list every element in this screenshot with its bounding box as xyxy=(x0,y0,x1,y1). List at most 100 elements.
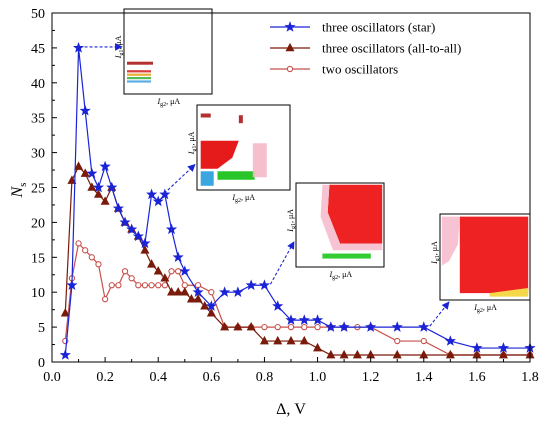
star-marker xyxy=(285,314,297,325)
inset-y-label-main: I xyxy=(286,229,295,233)
star-marker xyxy=(391,321,403,332)
y-tick-label: 10 xyxy=(31,286,45,301)
circle-marker xyxy=(108,282,115,289)
inset-x-label-sub: g2 xyxy=(332,275,338,281)
triangle-marker xyxy=(147,259,157,268)
legend-item: two oscillators xyxy=(270,62,398,77)
triangle-marker xyxy=(286,335,296,345)
triangle-marker xyxy=(100,196,110,205)
star-marker xyxy=(92,181,105,193)
inset-x-label-unit: , μA xyxy=(483,303,497,312)
star-marker xyxy=(99,160,111,172)
star-marker xyxy=(205,300,217,311)
circle-marker xyxy=(95,261,102,268)
circle-marker xyxy=(88,254,95,261)
inset-x-label: Ig2, μA xyxy=(156,97,180,108)
star-marker xyxy=(497,342,510,353)
triangle-marker xyxy=(173,287,183,296)
star-marker xyxy=(126,223,138,235)
inset-y-label-unit: , μA xyxy=(114,35,123,49)
inset-x-label-sub: g2 xyxy=(477,308,483,314)
triangle-marker xyxy=(180,287,190,296)
circle-marker xyxy=(135,282,142,289)
inset-y-label-unit: , μA xyxy=(430,241,439,255)
inset-y-label-main: I xyxy=(430,261,439,265)
inset-y-label-sub: g1 xyxy=(435,255,441,261)
triangle-marker xyxy=(74,161,84,170)
circle-marker xyxy=(287,323,295,331)
inset-arrows xyxy=(84,43,450,327)
inset-pointer-arrow xyxy=(163,163,196,194)
inset-x-label-sub: g2 xyxy=(235,198,241,204)
triangle-marker xyxy=(339,349,349,359)
y-tick-label: 25 xyxy=(31,182,45,197)
star-marker xyxy=(272,300,284,311)
y-tick-label: 40 xyxy=(31,77,45,92)
star-marker xyxy=(146,188,158,200)
x-tick-label: 1.4 xyxy=(415,370,433,385)
circle-marker xyxy=(101,296,109,303)
inset-x-label-main: I xyxy=(156,97,160,106)
triangle-marker xyxy=(87,182,97,191)
inset-region xyxy=(320,184,383,251)
legend-label: two oscillators xyxy=(322,62,398,77)
x-tick-label: 0.6 xyxy=(203,370,221,385)
star-marker xyxy=(66,279,78,290)
legend-item: three oscillators (all-to-all) xyxy=(270,41,461,56)
star-marker xyxy=(79,104,91,116)
star-marker xyxy=(284,21,296,32)
triangle-marker xyxy=(366,349,376,359)
inset-region xyxy=(127,73,151,76)
inset-x-label-unit: , μA xyxy=(338,270,352,279)
y-axis-label-sub: s xyxy=(17,183,29,187)
triangle-marker xyxy=(313,342,323,352)
legend-label: three oscillators (star) xyxy=(322,20,435,35)
inset-region xyxy=(127,77,151,80)
circle-marker xyxy=(148,282,155,289)
circle-marker xyxy=(174,268,182,275)
circle-marker xyxy=(208,289,215,296)
star-marker xyxy=(59,349,71,360)
inset-x-label-unit: , μA xyxy=(166,97,180,106)
inset-region xyxy=(217,171,255,180)
star-marker xyxy=(365,321,377,332)
y-tick-label: 0 xyxy=(38,356,45,371)
legend: three oscillators (star) three oscillator… xyxy=(270,20,461,77)
y-tick-label: 45 xyxy=(31,42,45,57)
x-tick-label: 0.4 xyxy=(149,370,167,385)
triangle-marker xyxy=(200,301,210,310)
triangle-marker xyxy=(419,349,429,359)
star-marker xyxy=(119,216,131,228)
star-marker xyxy=(152,195,164,207)
triangle-marker xyxy=(153,266,163,275)
triangle-marker xyxy=(67,175,77,184)
y-tick-label: 20 xyxy=(31,216,45,231)
y-tick-label: 5 xyxy=(38,321,45,336)
series-layer xyxy=(59,42,536,360)
triangle-marker xyxy=(220,321,230,331)
inset-x-label-unit: , μA xyxy=(241,193,255,202)
inset-region xyxy=(127,70,151,73)
triangle-marker xyxy=(445,349,455,359)
triangle-marker xyxy=(285,42,295,52)
inset-y-label-sub: g1 xyxy=(119,50,125,56)
circle-marker xyxy=(155,282,162,289)
x-tick-label: 1.0 xyxy=(309,370,327,385)
y-axis-label-main: N xyxy=(9,185,26,198)
inset-region xyxy=(322,253,371,259)
star-marker xyxy=(165,223,178,235)
x-tick-label: 1.8 xyxy=(521,370,539,385)
star-marker xyxy=(418,321,430,332)
y-axis-ticks: 0 5 10 15 20 25 30 35 40 45 50 xyxy=(31,7,57,371)
star-marker xyxy=(172,251,184,263)
x-axis-label: Δ, V xyxy=(276,401,306,418)
star-marker xyxy=(132,230,144,242)
circle-marker xyxy=(420,337,427,345)
inset-y-label-main: I xyxy=(187,151,196,155)
circle-marker xyxy=(161,282,169,289)
x-tick-label: 0.0 xyxy=(43,370,61,385)
circle-marker xyxy=(181,282,188,289)
star-marker xyxy=(219,286,231,297)
